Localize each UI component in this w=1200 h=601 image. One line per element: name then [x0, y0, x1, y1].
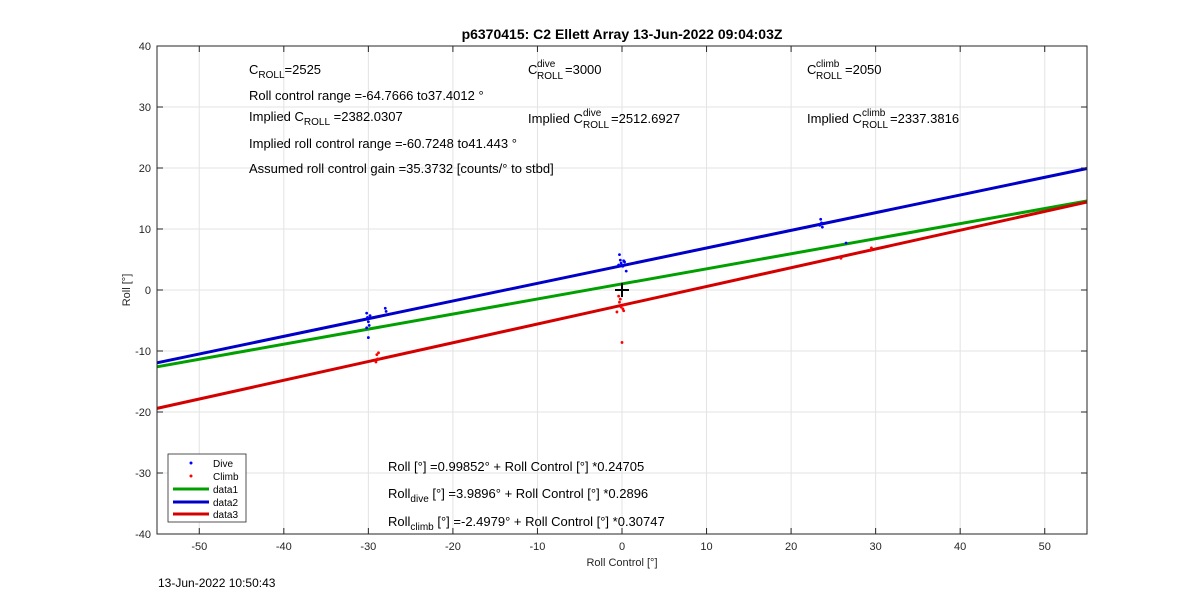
y-tick-label: -30	[135, 468, 151, 480]
point-dive	[618, 258, 622, 262]
point-dive	[844, 241, 848, 245]
point-dive	[624, 269, 628, 273]
point-dive	[365, 326, 369, 330]
fit-line-data3	[156, 200, 1088, 410]
axis-ticks: -50 -40 -30 -20 -10 0 10 20 30 40 50 -40 -30 -20 -10 0 1…	[135, 41, 1087, 553]
y-tick-label: -40	[135, 529, 151, 541]
origin-marker	[615, 283, 629, 297]
point-climb	[618, 300, 621, 304]
point-climb	[839, 256, 843, 260]
point-dive	[618, 253, 621, 257]
point-dive	[365, 311, 369, 315]
legend-data2-label: data2	[213, 498, 238, 509]
annotation-implied-c-roll: Implied CROLL =2382.0307	[249, 109, 403, 128]
point-dive	[366, 316, 369, 319]
point-climb	[374, 360, 378, 364]
x-tick-label: 20	[785, 541, 797, 553]
point-dive	[367, 323, 371, 327]
legend-dive-label: Dive	[213, 459, 233, 470]
point-dive	[368, 314, 372, 318]
point-dive	[621, 264, 625, 268]
point-climb	[869, 248, 872, 252]
point-climb	[619, 305, 623, 309]
x-tick-label: -20	[445, 541, 461, 553]
point-climb	[618, 297, 622, 301]
point-dive	[617, 263, 621, 267]
legend-climb-label: Climb	[213, 472, 239, 483]
point-dive	[366, 336, 370, 339]
point-dive	[818, 223, 822, 227]
y-tick-label: -10	[135, 346, 151, 358]
point-climb	[623, 303, 626, 307]
y-tick-label: 40	[139, 41, 151, 53]
x-tick-label: -30	[360, 541, 376, 553]
point-climb	[615, 310, 619, 314]
legend-data1-label: data1	[213, 485, 238, 496]
annotation-c-roll: CROLL=2525	[249, 62, 321, 81]
annotation-implied-range: Implied roll control range =-60.7248 to4…	[249, 136, 517, 151]
annotation-c-dive: C dive ROLL =3000	[528, 55, 602, 82]
x-tick-label: -50	[191, 541, 207, 553]
legend: Dive Climb data1 data2 data3	[167, 453, 247, 523]
footer-timestamp: 13-Jun-2022 10:50:43	[158, 576, 276, 590]
x-tick-label: 0	[619, 541, 625, 553]
annotation-implied-c-dive: Implied C dive ROLL =2512.6927	[528, 104, 680, 131]
x-tick-label: 40	[954, 541, 966, 553]
point-dive	[820, 221, 823, 225]
point-dive	[384, 309, 388, 313]
x-axis-label: Roll Control [°]	[586, 557, 657, 569]
y-tick-label: 10	[139, 224, 151, 236]
point-climb	[617, 294, 621, 298]
x-tick-label: 50	[1039, 541, 1051, 553]
annotation-implied-c-climb: Implied C climb ROLL =2337.3816	[807, 104, 959, 131]
point-climb	[375, 353, 379, 357]
point-climb	[870, 246, 873, 250]
x-tick-label: -10	[530, 541, 546, 553]
annotation-fit-climb: Rollclimb [°] =-2.4979° + Roll Control […	[388, 514, 665, 533]
annotation-gain: Assumed roll control gain =35.3732 [coun…	[249, 161, 554, 176]
data-points	[365, 217, 873, 364]
annotation-fit-dive: Rolldive [°] =3.9896° + Roll Control [°]…	[388, 486, 648, 505]
y-tick-label: 30	[139, 102, 151, 114]
y-axis-label: Roll [°]	[121, 274, 133, 307]
annotation-roll-range: Roll control range =-64.7666 to37.4012 °	[249, 88, 484, 103]
x-tick-label: 10	[700, 541, 712, 553]
y-tick-label: 0	[145, 285, 151, 297]
x-tick-label: -40	[276, 541, 292, 553]
legend-climb-marker	[189, 474, 193, 478]
point-dive	[622, 259, 626, 263]
y-tick-label: -20	[135, 407, 151, 419]
point-climb	[620, 341, 624, 344]
point-climb	[376, 357, 380, 361]
annotation-c-climb: C climb ROLL =2050	[807, 55, 882, 82]
legend-data3-label: data3	[213, 510, 238, 521]
point-climb	[622, 309, 626, 313]
point-dive	[619, 261, 623, 265]
point-dive	[366, 320, 370, 324]
chart-title: p6370415: C2 Ellett Array 13-Jun-2022 09…	[462, 26, 783, 42]
x-tick-label: 30	[870, 541, 882, 553]
point-dive	[820, 225, 824, 229]
point-dive	[383, 306, 387, 310]
point-dive	[819, 217, 823, 221]
y-tick-label: 20	[139, 163, 151, 175]
legend-dive-marker	[189, 461, 193, 465]
point-climb	[377, 351, 380, 355]
annotation-fit-all: Roll [°] =0.99852° + Roll Control [°] *0…	[388, 459, 644, 474]
